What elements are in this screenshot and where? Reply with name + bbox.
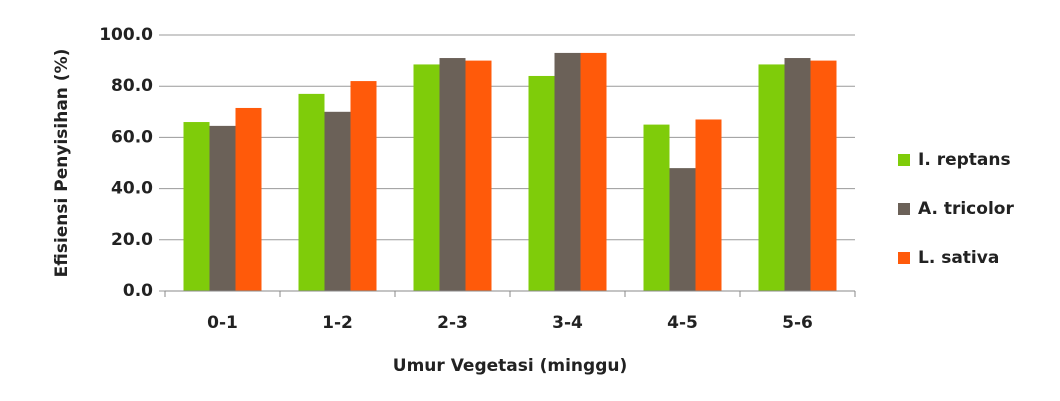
y-tick-label: 0.0 bbox=[123, 281, 153, 301]
bar bbox=[669, 168, 696, 291]
x-tick-label: 3-4 bbox=[552, 313, 583, 333]
bar bbox=[580, 52, 607, 291]
bar bbox=[810, 60, 837, 291]
bar bbox=[784, 58, 811, 291]
bar bbox=[554, 52, 581, 291]
bar bbox=[209, 125, 236, 291]
bar bbox=[465, 60, 492, 291]
y-tick-label: 40.0 bbox=[111, 179, 153, 199]
x-axis-title: Umur Vegetasi (minggu) bbox=[393, 356, 627, 376]
bar bbox=[350, 81, 377, 291]
legend-label: I. reptans bbox=[918, 150, 1011, 170]
y-tick-label: 60.0 bbox=[111, 127, 153, 147]
legend-label: A. tricolor bbox=[918, 199, 1014, 219]
y-tick-label: 20.0 bbox=[111, 230, 153, 250]
bar bbox=[413, 64, 440, 291]
legend-label: L. sativa bbox=[918, 248, 999, 268]
bar bbox=[298, 93, 325, 291]
legend-swatch bbox=[898, 252, 910, 264]
y-tick-label: 80.0 bbox=[111, 76, 153, 96]
bar bbox=[528, 75, 555, 292]
x-tick-label: 4-5 bbox=[667, 313, 698, 333]
bar bbox=[643, 124, 670, 291]
y-axis-title: Efisiensi Penyisihan (%) bbox=[52, 49, 72, 278]
bar bbox=[758, 64, 785, 291]
x-tick-label: 1-2 bbox=[322, 313, 353, 333]
bar bbox=[235, 107, 262, 292]
legend-swatch bbox=[898, 203, 910, 215]
bar bbox=[183, 122, 210, 291]
legend-swatch bbox=[898, 154, 910, 166]
bar bbox=[324, 111, 351, 291]
x-tick-label: 2-3 bbox=[437, 313, 468, 333]
x-tick-label: 5-6 bbox=[782, 313, 813, 333]
x-tick-label: 0-1 bbox=[207, 313, 238, 333]
bar bbox=[439, 58, 466, 291]
y-tick-label: 100.0 bbox=[99, 25, 153, 45]
bar bbox=[695, 119, 722, 291]
